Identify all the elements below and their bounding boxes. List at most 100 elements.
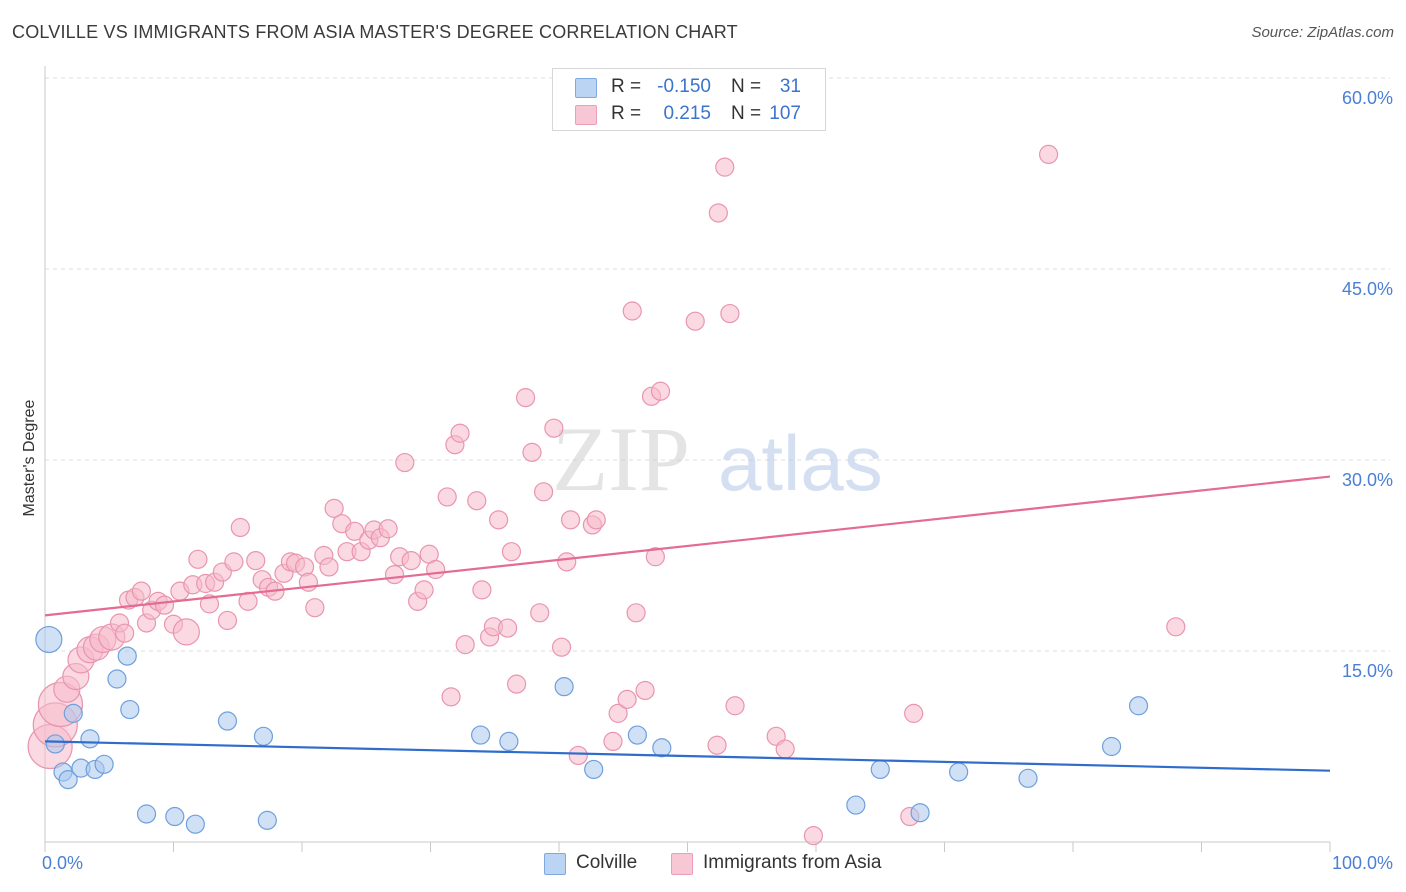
data-point	[501, 542, 522, 562]
colville-label: Colville	[576, 852, 638, 873]
data-point	[622, 301, 642, 321]
data-point	[467, 491, 487, 511]
data-point	[708, 203, 728, 223]
data-point	[608, 703, 628, 723]
data-point	[230, 517, 250, 538]
y-tick-label: 45.0%	[1342, 279, 1393, 299]
data-point	[715, 157, 735, 177]
data-point	[257, 810, 277, 830]
data-point	[515, 388, 536, 408]
chart-title: COLVILLE VS IMMIGRANTS FROM ASIA MASTER'…	[12, 22, 738, 42]
data-point	[775, 739, 795, 759]
data-point	[120, 699, 140, 720]
data-point	[395, 452, 415, 473]
data-point	[489, 510, 509, 530]
trend-lines	[44, 475, 1331, 772]
data-point	[246, 550, 266, 571]
data-point	[506, 674, 527, 694]
data-point	[172, 618, 200, 646]
data-point	[455, 635, 475, 655]
data-point	[199, 594, 220, 614]
data-point	[949, 762, 969, 782]
data-point	[533, 482, 554, 502]
data-point	[426, 559, 446, 580]
data-point	[725, 696, 745, 716]
data-point	[450, 423, 470, 443]
y-tick-label: 60.0%	[1342, 88, 1393, 108]
data-point	[544, 418, 564, 438]
data-point	[603, 731, 623, 752]
data-point	[472, 580, 492, 600]
data-point	[414, 580, 434, 600]
legend-row-colville: R = -0.150 N = 31	[553, 75, 825, 101]
data-point	[188, 549, 208, 569]
trend-line-immigrants-from-asia	[44, 475, 1331, 617]
legend-n-label: N =	[731, 103, 762, 124]
data-point	[498, 618, 518, 638]
data-point	[324, 498, 344, 518]
y-axis-label: Master's Degree	[21, 399, 38, 516]
legend-row-immigrants-from-asia: R = 0.215 N = 107	[553, 102, 825, 128]
data-point	[35, 625, 63, 654]
x-tick-label-max: 100.0%	[1332, 853, 1393, 873]
immigrants-swatch	[671, 853, 693, 875]
data-point	[384, 564, 405, 585]
trend-line-colville	[44, 740, 1331, 772]
legend-n-label: N =	[731, 76, 762, 97]
data-point	[499, 731, 519, 752]
data-point	[58, 770, 78, 790]
correlation-legend: R = -0.150 N = 31 R = 0.215 N = 107	[552, 68, 826, 131]
y-tick-label: 30.0%	[1342, 470, 1393, 490]
data-point	[557, 552, 577, 572]
data-point	[1101, 736, 1122, 757]
data-point	[115, 623, 135, 643]
legend-swatch-immigrants-from-asia	[575, 105, 597, 125]
data-point	[707, 735, 727, 755]
data-point	[471, 725, 491, 745]
chart-source: Source: ZipAtlas.com	[1251, 24, 1394, 41]
data-point	[617, 689, 637, 709]
data-point	[522, 442, 542, 462]
data-point	[401, 550, 421, 571]
data-point	[554, 677, 574, 697]
data-point	[437, 487, 457, 507]
data-point	[626, 603, 646, 623]
data-point	[652, 738, 672, 758]
legend-swatch-colville	[575, 78, 597, 98]
data-point	[1128, 696, 1149, 716]
data-point	[63, 703, 83, 723]
data-point	[645, 547, 665, 567]
data-point	[904, 703, 924, 723]
data-point	[80, 729, 100, 749]
legend-n-value: 107	[769, 103, 801, 124]
data-point	[185, 814, 205, 834]
data-point	[551, 637, 572, 657]
data-point	[131, 581, 151, 601]
data-point	[627, 725, 647, 745]
series-immigrants-from-asia	[27, 144, 1186, 846]
data-point	[584, 759, 604, 780]
data-point	[870, 759, 890, 780]
watermark-zip: ZIP	[552, 408, 690, 510]
watermark: ZIP atlas	[552, 408, 883, 510]
data-point	[1018, 768, 1038, 788]
data-point	[910, 803, 930, 823]
data-point	[846, 795, 866, 815]
immigrants-label: Immigrants from Asia	[703, 852, 882, 873]
data-point	[136, 804, 157, 824]
tick-labels: 15.0% 30.0% 45.0% 60.0% 0.0% 100.0%	[42, 88, 1393, 873]
data-point	[803, 826, 824, 846]
legend-r-value: 0.215	[663, 103, 711, 124]
data-point	[94, 754, 114, 774]
legend-r-value: -0.150	[657, 76, 711, 97]
data-point	[441, 687, 461, 707]
legend-r-label: R =	[611, 103, 642, 124]
data-point	[345, 521, 365, 541]
data-point	[45, 734, 65, 754]
data-point	[107, 669, 127, 689]
y-tick-label: 15.0%	[1342, 661, 1393, 681]
series-colville	[35, 625, 1149, 834]
data-point	[253, 726, 274, 746]
data-point	[378, 519, 398, 539]
